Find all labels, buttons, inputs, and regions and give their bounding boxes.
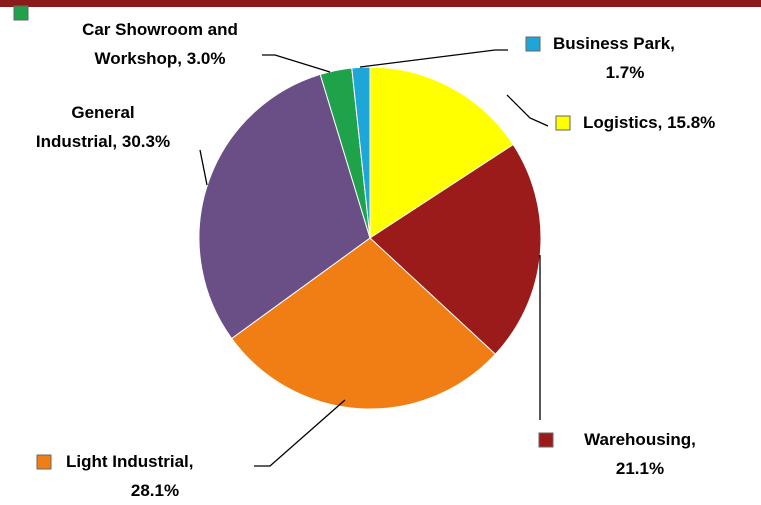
data-label: Light Industrial, 28.1% <box>66 452 194 500</box>
label-marker <box>538 432 554 448</box>
pie-slice <box>198 73 371 340</box>
pie-slice <box>369 66 514 239</box>
header-bar <box>0 0 761 7</box>
label-marker <box>525 36 541 52</box>
leader-line <box>262 54 331 73</box>
label-marker <box>36 454 52 470</box>
data-label: Car Showroom and Workshop, 3.0% <box>82 20 238 68</box>
label-marker <box>555 115 571 131</box>
data-label: Business Park, 1.7% <box>553 34 675 82</box>
pie-slice <box>230 237 497 410</box>
data-label: General Industrial, 30.3% <box>36 103 170 151</box>
data-label: Logistics, 15.8% <box>583 113 715 132</box>
label-marker <box>13 5 29 21</box>
leader-line <box>506 94 549 127</box>
leader-line <box>199 149 208 186</box>
pie-slice <box>369 143 542 355</box>
data-label: Warehousing, 21.1% <box>584 430 696 478</box>
leader-line <box>359 49 508 68</box>
leader-line <box>254 399 346 467</box>
